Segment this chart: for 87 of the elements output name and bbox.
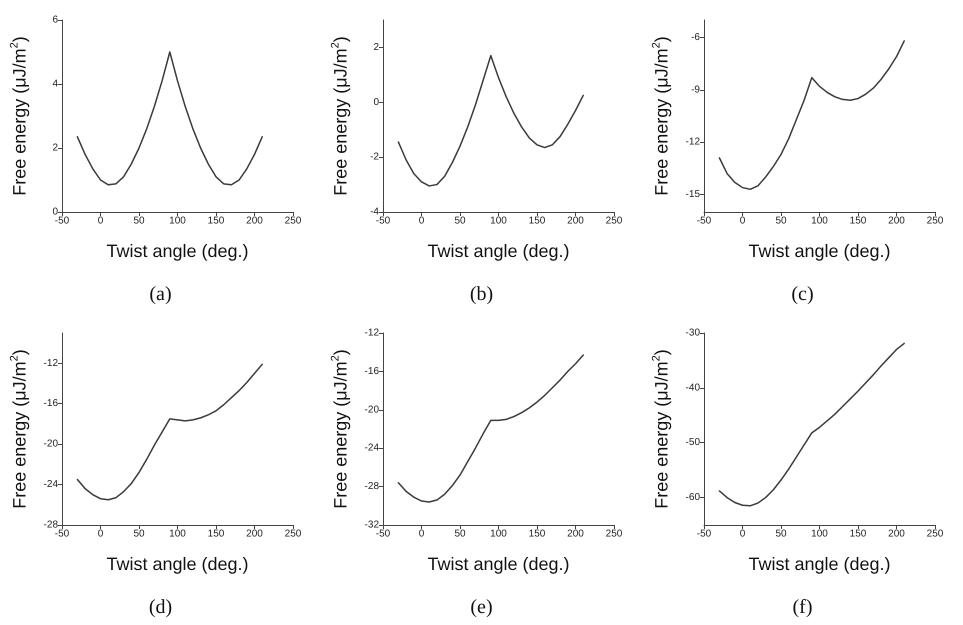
x-tick-label: 150 bbox=[850, 216, 867, 226]
x-tick-label: 100 bbox=[811, 216, 828, 226]
x-axis-title: Twist angle (deg.) bbox=[748, 241, 891, 261]
x-tick-label: 250 bbox=[284, 528, 302, 539]
y-tick-label: -20 bbox=[364, 404, 380, 415]
x-tick-label: 50 bbox=[775, 216, 787, 226]
y-tick-label: -24 bbox=[364, 442, 380, 454]
x-tick-label: 150 bbox=[528, 528, 546, 539]
line-series bbox=[76, 51, 263, 186]
x-tick-label: 250 bbox=[926, 216, 944, 226]
text: (e) bbox=[470, 596, 493, 618]
x-tick-label: 150 bbox=[528, 216, 546, 226]
y-tick-label: -28 bbox=[44, 519, 58, 530]
x-axis-title: Twist angle (deg.) bbox=[748, 554, 891, 574]
y-tick-label: 2 bbox=[52, 142, 58, 154]
x-tick-label: 200 bbox=[567, 528, 584, 539]
x-tick-label: 200 bbox=[888, 528, 906, 539]
y-tick-label: -28 bbox=[364, 480, 380, 492]
y-tick-label: -16 bbox=[44, 398, 58, 409]
line-series bbox=[398, 54, 584, 187]
x-tick-label: 100 bbox=[169, 216, 186, 226]
x-axis-title: Twist angle (deg.) bbox=[106, 241, 249, 261]
y-tick-label: -40 bbox=[686, 382, 700, 393]
y-axis-title: Free energy (μJ/m2) bbox=[8, 36, 30, 196]
x-tick-label: 0 bbox=[740, 216, 746, 226]
y-tick-label: -12 bbox=[686, 136, 700, 148]
x-tick-label: 0 bbox=[98, 216, 104, 226]
y-axis-title: Free energy (μJ/m2) bbox=[650, 36, 672, 196]
x-tick-label: 150 bbox=[208, 528, 225, 539]
y-tick-label: 6 bbox=[52, 14, 58, 26]
y-tick-label: -30 bbox=[686, 327, 700, 338]
x-axis-title: Twist angle (deg.) bbox=[427, 241, 570, 261]
x-tick-label: 200 bbox=[246, 528, 264, 539]
x-tick-label: 150 bbox=[850, 528, 867, 539]
x-axis-title: Twist angle (deg.) bbox=[106, 554, 249, 574]
y-axis-title: Free energy (μJ/m2) bbox=[330, 348, 350, 508]
y-tick-label: -32 bbox=[364, 519, 380, 530]
x-tick-label: 250 bbox=[284, 216, 302, 226]
x-tick-label: 200 bbox=[246, 216, 264, 226]
y-tick-label: 4 bbox=[52, 78, 58, 90]
text: (b) bbox=[470, 283, 494, 305]
x-tick-label: 100 bbox=[169, 528, 186, 539]
x-tick-label: 200 bbox=[567, 216, 584, 226]
y-tick-label: -4 bbox=[370, 206, 380, 218]
y-tick-label: -60 bbox=[686, 492, 700, 503]
y-tick-label: -12 bbox=[364, 327, 380, 338]
y-axis-title: Free energy (μJ/m2) bbox=[650, 348, 672, 508]
text: (c) bbox=[791, 283, 814, 305]
x-tick-label: 0 bbox=[98, 528, 104, 539]
y-tick-label: -50 bbox=[686, 436, 700, 448]
text: (f) bbox=[792, 596, 812, 618]
y-axis-title: Free energy (μJ/m2) bbox=[8, 348, 30, 508]
y-tick-label: -2 bbox=[370, 152, 380, 163]
x-tick-label: 100 bbox=[811, 528, 828, 539]
x-axis-title: Twist angle (deg.) bbox=[427, 554, 570, 574]
x-tick-label: 150 bbox=[208, 216, 225, 226]
x-tick-label: 0 bbox=[418, 216, 425, 226]
x-tick-label: 0 bbox=[740, 528, 746, 539]
x-tick-label: 50 bbox=[133, 216, 145, 226]
y-tick-label: -6 bbox=[691, 32, 700, 43]
x-tick-label: 100 bbox=[490, 528, 508, 539]
x-tick-label: 250 bbox=[606, 216, 623, 226]
x-tick-label: 50 bbox=[133, 528, 145, 539]
y-tick-label: 2 bbox=[373, 42, 380, 53]
x-tick-label: 0 bbox=[418, 528, 425, 539]
line-series bbox=[718, 40, 905, 190]
x-tick-label: 50 bbox=[454, 528, 466, 539]
y-tick-label: -20 bbox=[44, 438, 58, 450]
y-tick-label: -12 bbox=[44, 357, 58, 368]
y-tick-label: 0 bbox=[373, 96, 380, 108]
x-tick-label: 100 bbox=[490, 216, 508, 226]
x-tick-label: 200 bbox=[888, 216, 906, 226]
x-tick-label: 50 bbox=[454, 216, 466, 226]
y-tick-label: 0 bbox=[52, 206, 58, 218]
line-series bbox=[718, 342, 905, 506]
y-tick-label: -24 bbox=[44, 478, 58, 490]
y-tick-label: -9 bbox=[691, 84, 700, 96]
line-series bbox=[398, 354, 584, 502]
y-tick-label: -16 bbox=[364, 365, 380, 376]
x-tick-label: 250 bbox=[926, 528, 944, 539]
x-tick-label: 250 bbox=[606, 528, 623, 539]
x-tick-label: 50 bbox=[775, 528, 787, 539]
y-axis-title: Free energy (μJ/m2) bbox=[330, 36, 350, 196]
y-tick-label: -15 bbox=[686, 189, 700, 200]
text: (d) bbox=[148, 596, 172, 618]
line-series bbox=[76, 363, 263, 500]
text: (a) bbox=[149, 283, 172, 305]
